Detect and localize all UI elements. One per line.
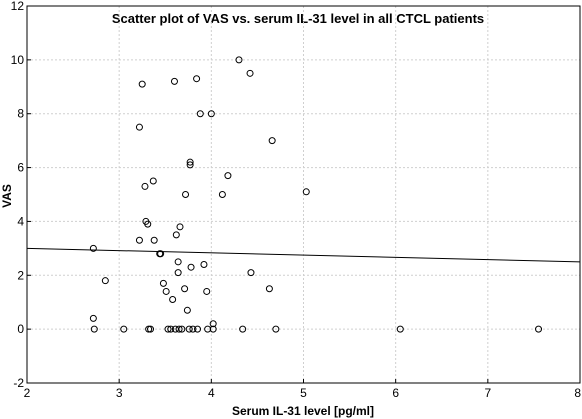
data-point [164,325,172,333]
data-point [535,325,543,333]
data-point [145,325,153,333]
data-point [90,325,98,333]
regression-line [26,247,581,263]
data-point [268,137,276,145]
data-point [194,325,202,333]
data-point [141,182,149,190]
x-tick-labels: 2 3 4 5 6 7 8 [24,386,582,400]
data-point [144,220,152,228]
data-point [396,325,404,333]
data-point [302,188,310,196]
grid-lines [27,6,580,383]
x-tick-label: 8 [574,386,581,400]
plot-frame [26,5,581,384]
x-tick-label: 5 [300,386,307,400]
chart-title: Scatter plot of VAS vs. serum IL-31 leve… [112,11,484,26]
data-point [157,250,165,258]
data-point [150,236,158,244]
data-point [272,325,280,333]
data-point [135,123,143,131]
data-point [169,296,177,304]
data-point [189,325,197,333]
data-point [149,177,157,185]
x-tick-label: 4 [208,386,215,400]
data-point [162,287,170,295]
data-points [89,56,543,333]
data-point [89,314,97,322]
data-point [172,231,180,239]
data-point [218,191,226,198]
data-point [209,320,217,328]
data-point [196,110,204,118]
x-axis-label: Serum IL-31 level [pg/ml] [232,404,374,418]
y-axis-label: VAS [0,184,14,208]
y-tick-label: 6 [17,161,24,175]
data-point [193,75,201,83]
data-point [203,287,211,295]
data-point [265,285,273,293]
data-point [246,69,254,77]
data-point [135,236,143,244]
y-tick-label: -2 [13,376,24,390]
y-tick-label: 8 [17,107,24,121]
data-point [120,325,128,333]
data-point [178,325,186,333]
data-point [101,277,109,285]
data-point [147,325,155,333]
data-point [185,325,193,333]
x-tick-label: 6 [392,386,399,400]
data-point [89,244,97,252]
y-tick-labels: -2 0 2 4 6 8 10 12 [11,0,25,390]
data-point [138,80,146,88]
x-tick-label: 2 [24,386,31,400]
y-tick-label: 10 [11,53,25,67]
data-point [186,158,194,166]
data-point [182,191,190,198]
data-point [176,223,184,231]
y-tick-label: 2 [17,268,24,282]
data-point [159,279,167,287]
data-point [207,110,215,118]
data-point [239,325,247,333]
y-tick-label: 4 [17,214,24,228]
data-point [174,258,182,266]
data-point [175,325,183,333]
y-tick-label: 0 [17,322,24,336]
y-tick-label: 12 [11,0,25,13]
regression-line-group [26,247,581,263]
data-point [224,172,232,180]
data-point [247,269,255,277]
data-point [183,306,191,314]
data-point [235,56,243,64]
data-point [167,325,175,333]
x-tick-label: 3 [116,386,123,400]
data-point [174,269,182,277]
data-point [170,77,178,85]
x-tick-label: 7 [484,386,491,400]
data-point [186,161,194,169]
data-point [209,325,217,333]
data-point [200,261,208,269]
data-point [181,285,189,293]
data-point [187,263,195,271]
